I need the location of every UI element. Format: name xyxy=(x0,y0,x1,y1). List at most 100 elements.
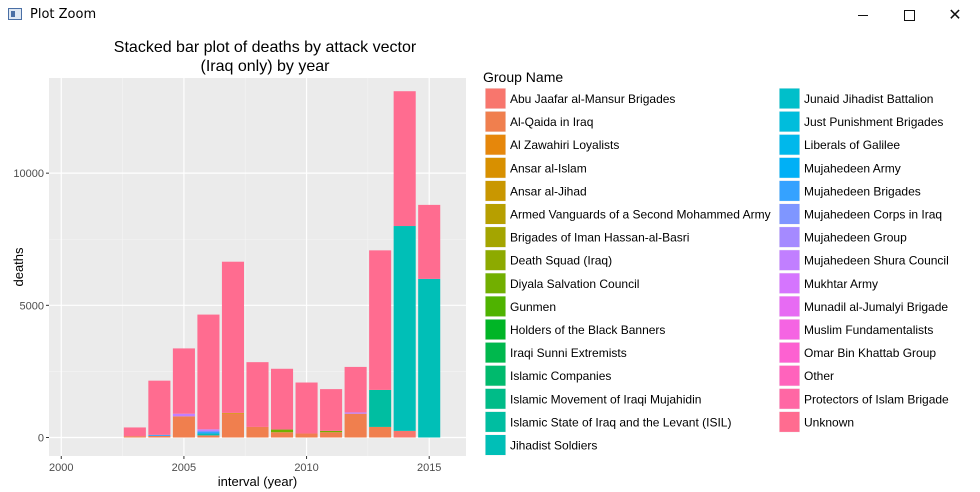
legend-swatch xyxy=(779,411,800,432)
legend-swatch xyxy=(485,296,506,317)
bar-segment xyxy=(148,435,171,438)
legend-label: Islamic State of Iraq and the Levant (IS… xyxy=(510,415,731,429)
legend-label: Liberals of Galilee xyxy=(804,138,900,152)
legend-label: Mujahedeen Army xyxy=(804,161,901,175)
bar-segment xyxy=(172,348,195,414)
bar-segment xyxy=(393,226,416,431)
bar-segment xyxy=(369,389,392,427)
bar-segment xyxy=(221,261,245,413)
bar-segment xyxy=(148,434,171,436)
bar-segment xyxy=(270,429,294,433)
legend-swatch xyxy=(779,342,800,363)
legend-swatch xyxy=(485,342,506,363)
bar-segment xyxy=(418,278,441,438)
minimize-button[interactable] xyxy=(840,0,886,30)
close-icon: ✕ xyxy=(948,5,962,24)
legend-swatch xyxy=(485,111,506,132)
bar-segment xyxy=(369,250,392,390)
legend-label: Gunmen xyxy=(510,300,556,314)
minimize-icon xyxy=(858,14,868,16)
legend-label: Munadil al-Jumalyi Brigade xyxy=(804,300,948,314)
maximize-icon xyxy=(903,9,915,21)
x-tick-label: 2015 xyxy=(417,462,441,474)
legend-label: Al Zawahiri Loyalists xyxy=(510,138,619,152)
legend-label: Brigades of Iman Hassan-al-Basri xyxy=(510,231,689,245)
legend-title: Group Name xyxy=(483,69,563,85)
maximize-button[interactable] xyxy=(886,0,932,30)
bar-segment xyxy=(393,91,416,227)
legend-label: Al-Qaida in Iraq xyxy=(510,115,593,129)
legend-swatch xyxy=(485,319,506,340)
legend-label: Ansar al-Islam xyxy=(510,161,587,175)
legend-swatch xyxy=(485,273,506,294)
legend-swatch xyxy=(779,273,800,294)
legend-label: Muslim Fundamentalists xyxy=(804,323,933,337)
legend-swatch xyxy=(779,365,800,386)
y-tick-label: 5000 xyxy=(20,300,44,312)
legend-swatch xyxy=(485,180,506,201)
legend-swatch xyxy=(485,250,506,271)
legend-label: Mujahedeen Brigades xyxy=(804,184,921,198)
bar-segment xyxy=(172,413,195,417)
legend-swatch xyxy=(779,319,800,340)
bar-segment xyxy=(221,412,245,414)
plot-window-icon xyxy=(8,8,22,20)
y-axis-title: deaths xyxy=(11,247,26,287)
legend-label: Death Squad (Iraq) xyxy=(510,254,612,268)
bar-segment xyxy=(344,412,367,414)
bar-segment xyxy=(172,416,195,438)
legend-swatch xyxy=(779,88,800,109)
legend-label: Jihadist Soldiers xyxy=(510,439,597,453)
legend-swatch xyxy=(779,111,800,132)
legend-swatch xyxy=(485,204,506,224)
bar-segment xyxy=(369,426,392,438)
bar-segment xyxy=(197,433,220,436)
legend-swatch xyxy=(779,296,800,317)
chart-title-line: Stacked bar plot of deaths by attack vec… xyxy=(114,39,417,56)
legend-label: Ansar al-Jihad xyxy=(510,184,587,198)
legend-label: Protectors of Islam Brigade xyxy=(804,392,949,406)
bar-segment xyxy=(246,426,269,438)
bar-segment xyxy=(270,368,294,430)
window-title: Plot Zoom xyxy=(30,7,97,22)
bar-segment xyxy=(197,429,220,432)
bar-segment xyxy=(197,431,220,434)
x-tick-label: 2000 xyxy=(49,462,73,474)
bar-segment xyxy=(148,380,171,435)
legend-swatch xyxy=(485,134,506,155)
chart-title-line: (Iraq only) by year xyxy=(201,58,331,75)
bar-segment xyxy=(418,204,441,279)
legend-swatch xyxy=(779,204,800,224)
bar-segment xyxy=(344,366,367,413)
y-tick-label: 10000 xyxy=(13,168,44,180)
legend-swatch xyxy=(779,134,800,155)
legend-label: Unknown xyxy=(804,415,854,429)
close-button[interactable]: ✕ xyxy=(932,0,978,30)
stacked-bar-chart: 2000 2005 2010 2015 0 5000 10000 interval (year… xyxy=(11,39,949,489)
bar-segment xyxy=(344,413,367,438)
bar-segment xyxy=(393,430,416,438)
legend-label: Other xyxy=(804,369,834,383)
legend-label: Abu Jaafar al-Mansur Brigades xyxy=(510,92,675,106)
legend-label: Holders of the Black Banners xyxy=(510,323,665,337)
legend-label: Mukhtar Army xyxy=(804,277,878,291)
legend-swatch xyxy=(485,157,506,178)
legend-swatch xyxy=(485,435,506,455)
legend-swatch xyxy=(779,227,800,248)
legend-label: Islamic Movement of Iraqi Mujahidin xyxy=(510,392,701,406)
bar-segment xyxy=(295,433,318,438)
legend-label: Mujahedeen Shura Council xyxy=(804,254,949,268)
x-axis-title: interval (year) xyxy=(218,474,297,489)
legend-label: Mujahedeen Corps in Iraq xyxy=(804,208,942,222)
legend-swatch xyxy=(779,388,800,409)
legend-label: Iraqi Sunni Extremists xyxy=(510,346,627,360)
legend-label: Just Punishment Brigades xyxy=(804,115,943,129)
x-tick-label: 2010 xyxy=(294,462,318,474)
bar-segment xyxy=(320,430,343,433)
window-titlebar: Plot Zoom ✕ xyxy=(0,0,980,30)
bar-segment xyxy=(295,382,318,434)
bar-segment xyxy=(221,413,245,438)
y-tick-label: 0 xyxy=(38,432,44,444)
bar-segment xyxy=(270,432,294,438)
legend-label: Junaid Jihadist Battalion xyxy=(804,92,933,106)
